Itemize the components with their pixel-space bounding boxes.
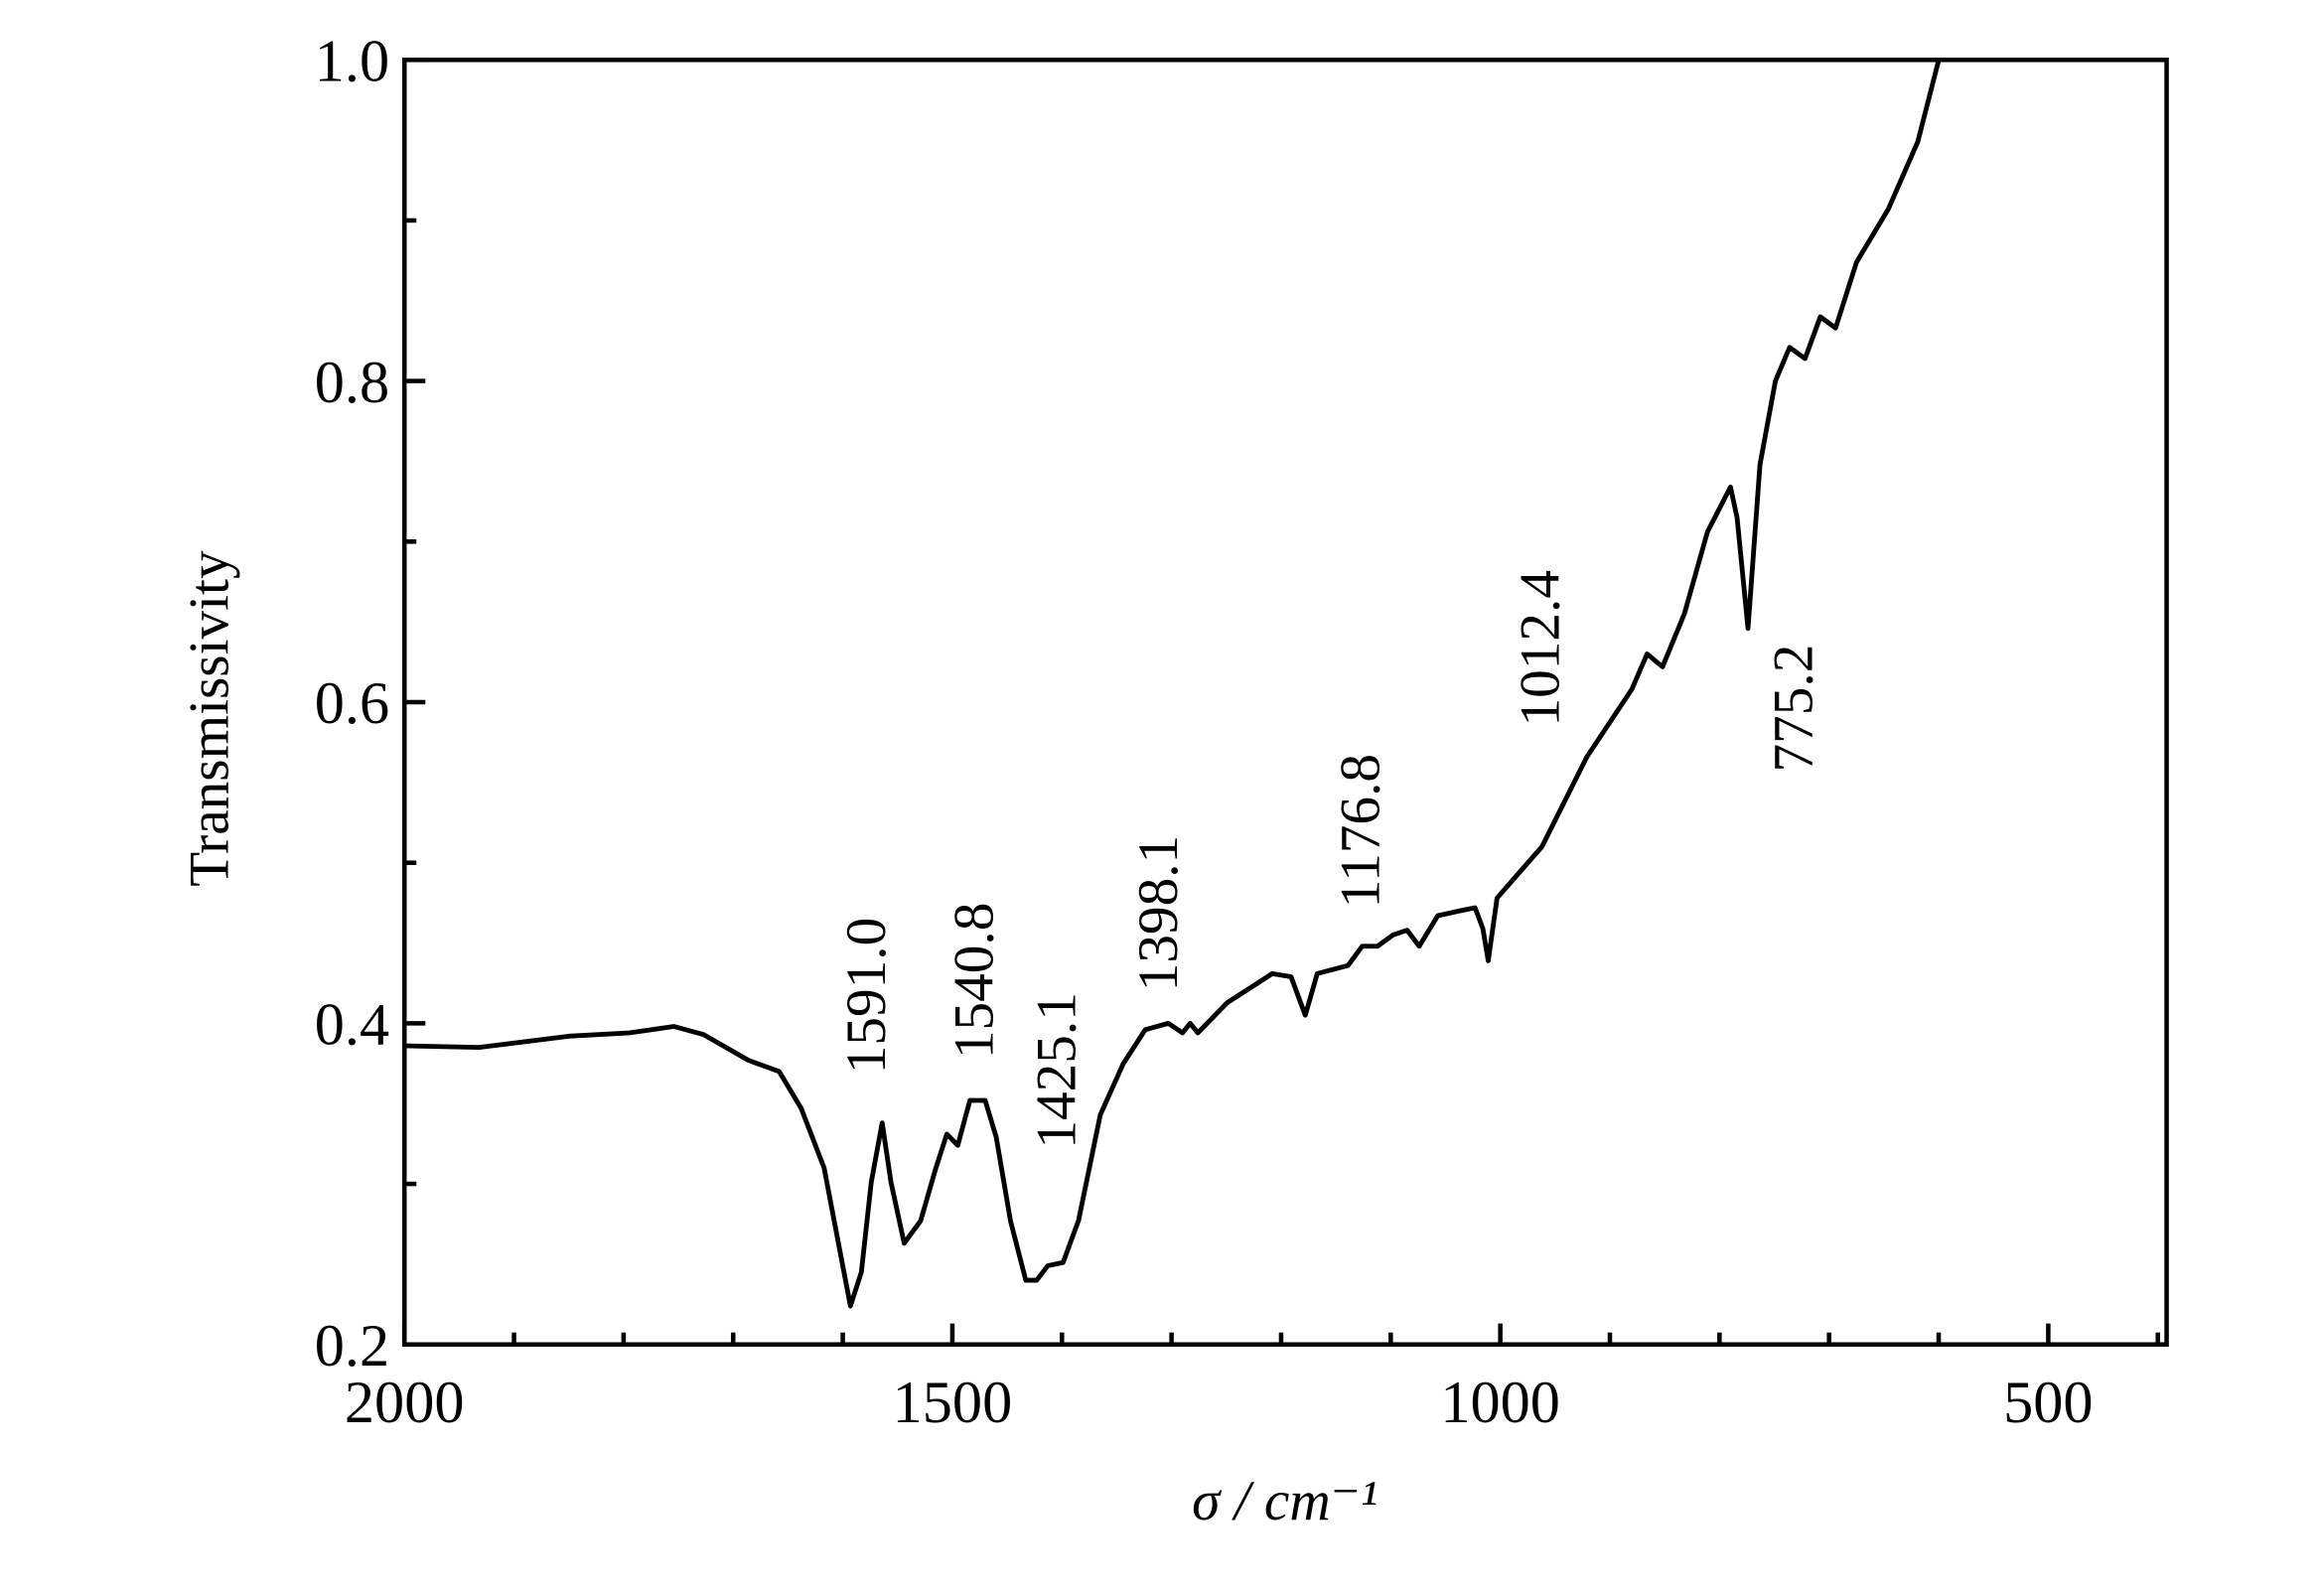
y-tick-label: 0.4 (315, 991, 389, 1058)
x-axis-label: σ / cm⁻¹ (1192, 1470, 1378, 1532)
y-tick-label: 0.8 (315, 350, 389, 416)
x-tick-label: 2000 (345, 1370, 465, 1436)
y-tick-label: 0.2 (315, 1313, 389, 1379)
y-axis-label: Transmissivity (178, 550, 240, 887)
y-tick-label: 1.0 (315, 28, 389, 94)
plot-frame (401, 58, 2169, 1348)
x-tick-label: 1500 (893, 1370, 1013, 1436)
x-tick-label: 1000 (1440, 1370, 1560, 1436)
peak-annotation: 775.2 (1762, 645, 1824, 773)
spectrum-line (404, 59, 1942, 1309)
peak-annotation: 1425.1 (1026, 992, 1088, 1148)
peak-annotation: 1012.4 (1509, 570, 1571, 726)
x-tick-label: 500 (2003, 1370, 2093, 1436)
peak-annotation: 1176.8 (1330, 754, 1392, 908)
peak-annotation: 1540.8 (943, 903, 1006, 1059)
peak-annotation: 1591.0 (835, 918, 898, 1074)
peak-annotation: 1398.1 (1127, 835, 1190, 991)
y-tick-label: 0.6 (315, 670, 389, 737)
